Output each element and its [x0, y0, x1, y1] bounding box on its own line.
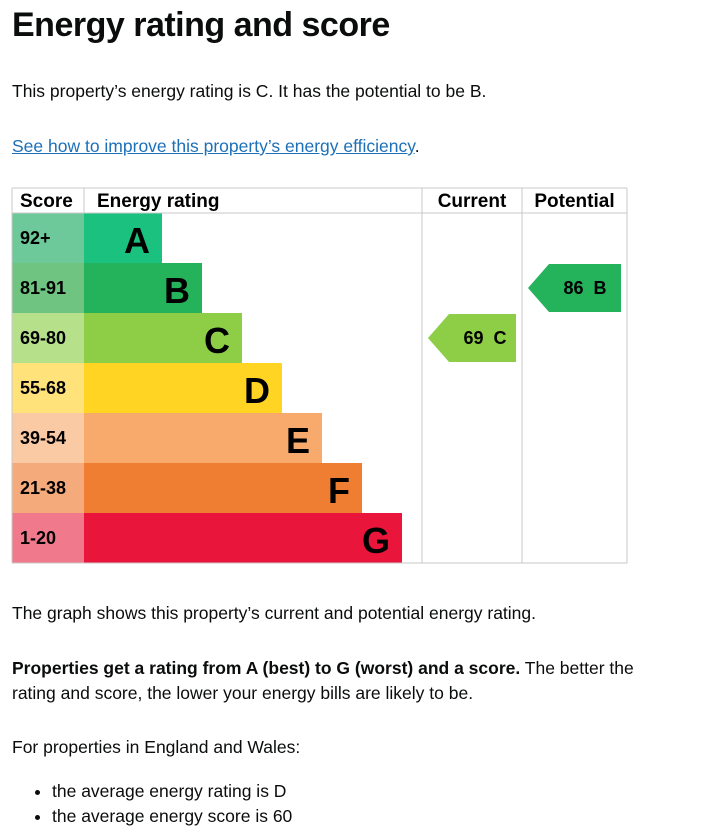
rating-bar-d: [84, 363, 282, 413]
rating-letter: A: [124, 220, 150, 261]
score-label: 39-54: [20, 428, 66, 448]
current-header: Current: [438, 191, 507, 212]
current-rating-label: 69 C: [463, 328, 506, 348]
improve-link-suffix: .: [414, 136, 420, 156]
average-score-item: the average energy score is 60: [52, 804, 292, 829]
rating-bar-f: [84, 463, 362, 513]
score-cell: [12, 513, 84, 563]
score-label: 55-68: [20, 378, 66, 398]
rating-letter: D: [244, 370, 270, 411]
score-cell: [12, 463, 84, 513]
rating-explanation-rest: The better the rating and score, the low…: [12, 658, 634, 703]
rating-bar-g: [84, 513, 402, 563]
rating-bar-b: [84, 263, 202, 313]
score-cell: [12, 263, 84, 313]
improve-efficiency-link[interactable]: See how to improve this property’s energ…: [12, 136, 415, 156]
rating-letter: G: [362, 520, 390, 561]
score-cell: [12, 213, 84, 263]
score-cell: [12, 413, 84, 463]
energy-rating-chart: Score Energy rating Current Potential 92+ A 81…: [11, 187, 628, 564]
potential-header: Potential: [534, 191, 614, 212]
graph-caption: The graph shows this property’s current …: [12, 603, 537, 623]
potential-rating-arrow: [528, 264, 621, 312]
score-label: 92+: [20, 228, 51, 248]
score-cell: [12, 313, 84, 363]
score-label: 81-91: [20, 278, 66, 298]
intro-text: This property’s energy rating is C. It h…: [12, 81, 487, 101]
rating-bar-a: [84, 213, 162, 263]
energy-rating-header: Energy rating: [97, 191, 219, 212]
rating-letter: C: [204, 320, 230, 361]
england-wales-text: For properties in England and Wales:: [12, 737, 301, 757]
rating-explanation-bold: Properties get a rating from A (best) to…: [12, 658, 521, 678]
rating-letter: F: [328, 470, 350, 511]
rating-letter: E: [286, 420, 310, 461]
average-rating-item: the average energy rating is D: [52, 779, 292, 804]
current-rating-arrow: [428, 314, 516, 362]
score-label: 21-38: [20, 478, 66, 498]
score-label: 1-20: [20, 528, 56, 548]
improve-paragraph: See how to improve this property’s energ…: [12, 134, 420, 159]
rating-letter: B: [164, 270, 190, 311]
score-cell: [12, 363, 84, 413]
score-header: Score: [20, 191, 73, 212]
rating-explanation: Properties get a rating from A (best) to…: [12, 656, 652, 706]
average-list: the average energy rating is D the avera…: [12, 779, 292, 829]
potential-rating-label: 86 B: [563, 278, 606, 298]
score-label: 69-80: [20, 328, 66, 348]
page-title: Energy rating and score: [12, 6, 390, 44]
rating-bar-e: [84, 413, 322, 463]
rating-bar-c: [84, 313, 242, 363]
